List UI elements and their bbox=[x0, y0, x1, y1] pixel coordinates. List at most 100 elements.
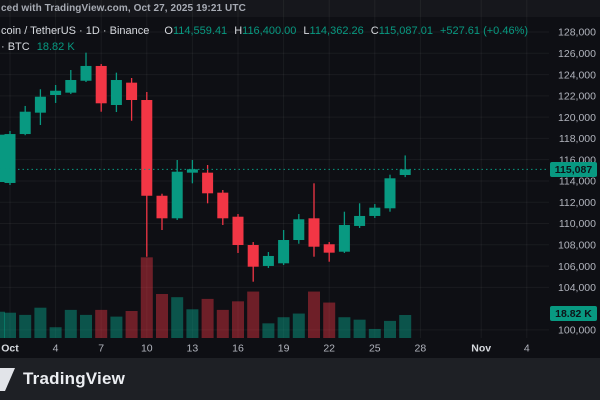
volume-bar-sep-30 bbox=[0, 311, 5, 338]
ohlc-values: O114,559.41 H116,400.00 L114,362.26 C115,08… bbox=[157, 25, 433, 37]
candlestick-chart-area[interactable]: 128,000 126,000 124,000 122,000 120,000 118,0… bbox=[0, 0, 600, 358]
candle-body bbox=[384, 178, 396, 209]
candle-body bbox=[293, 219, 305, 241]
price-tick-label: 124,000 bbox=[558, 69, 596, 81]
ohlc-label: L bbox=[303, 25, 310, 37]
time-axis[interactable]: Oct 4 7 10 13 16 19 22 25 28 Nov 4 bbox=[1, 343, 530, 355]
price-tick-label: 128,000 bbox=[558, 27, 596, 39]
candle-body bbox=[141, 100, 153, 196]
volume-bar-oct-17 bbox=[247, 291, 260, 338]
ohlc-value: 116,400.00 bbox=[242, 25, 297, 37]
volume-bar-oct-8 bbox=[110, 316, 123, 338]
time-tick-label: 25 bbox=[369, 343, 381, 355]
volume-bar-oct-27 bbox=[399, 315, 412, 338]
price-tick-label: 108,000 bbox=[558, 239, 596, 251]
candle-body bbox=[323, 244, 335, 253]
time-tick-label: 19 bbox=[278, 343, 290, 355]
candle-oct-1 bbox=[4, 130, 16, 186]
candle-oct-19 bbox=[278, 230, 290, 266]
candle-oct-16 bbox=[232, 214, 244, 253]
last-price-badge: 115,087 bbox=[550, 162, 597, 177]
candle-oct-27 bbox=[399, 155, 411, 178]
volume-bar-oct-22 bbox=[323, 302, 336, 338]
candle-oct-15 bbox=[217, 190, 229, 226]
volume-badge-text: 18.82 K bbox=[555, 308, 592, 320]
candle-oct-23 bbox=[338, 211, 350, 253]
volume-legend[interactable]: · BTC 18.82 K bbox=[1, 41, 75, 53]
volume-bar-oct-24 bbox=[353, 319, 366, 338]
candle-oct-10 bbox=[141, 92, 153, 257]
volume-bar-oct-13 bbox=[186, 309, 199, 338]
volume-bar-oct-25 bbox=[368, 328, 381, 338]
symbol-legend[interactable]: coin / TetherUS · 1D · Binance O114,559.4… bbox=[1, 25, 528, 37]
volume-bar-oct-14 bbox=[201, 298, 214, 338]
price-tick-label: 100,000 bbox=[558, 325, 596, 337]
brand-name[interactable]: TradingView bbox=[23, 369, 126, 388]
time-tick-label: 28 bbox=[415, 343, 427, 355]
change-value: +527.61 (+0.46%) bbox=[439, 25, 529, 37]
candle-body bbox=[262, 255, 274, 266]
candle-body bbox=[399, 169, 411, 176]
candle-oct-12 bbox=[171, 160, 183, 221]
candle-oct-4 bbox=[50, 85, 62, 103]
price-tick-label: 118,000 bbox=[559, 133, 596, 145]
volume-bar-oct-18 bbox=[262, 323, 275, 338]
tradingview-logo-icon[interactable] bbox=[0, 363, 16, 395]
volume-pane bbox=[0, 257, 412, 338]
volume-value: 18.82 K bbox=[36, 41, 75, 53]
candle-body bbox=[217, 192, 229, 219]
volume-bar-oct-16 bbox=[232, 301, 244, 338]
candle-body bbox=[80, 65, 92, 81]
volume-bar-oct-4 bbox=[49, 327, 62, 338]
candle-body bbox=[95, 65, 107, 104]
volume-symbol-label: · BTC bbox=[1, 41, 30, 53]
volume-bar-oct-20 bbox=[292, 313, 305, 338]
grid bbox=[0, 0, 549, 338]
candle-oct-24 bbox=[354, 203, 366, 228]
candles bbox=[0, 52, 411, 282]
time-tick-label: 4 bbox=[53, 343, 59, 355]
candle-body bbox=[34, 96, 46, 113]
time-tick-label: 7 bbox=[98, 343, 104, 355]
candle-oct-20 bbox=[293, 214, 305, 244]
volume-bar-oct-26 bbox=[384, 320, 396, 338]
price-tick-label: 106,000 bbox=[558, 261, 596, 273]
volume-bar-oct-1 bbox=[4, 312, 16, 338]
volume-bar-oct-21 bbox=[308, 291, 320, 338]
volume-badge: 18.82 K bbox=[550, 306, 597, 321]
time-tick-label: 22 bbox=[323, 343, 335, 355]
price-tick-label: 112,000 bbox=[559, 197, 596, 209]
candle-oct-11 bbox=[156, 193, 168, 231]
ohlc-value: 114,559.41 bbox=[172, 25, 228, 37]
price-tick-label: 110,000 bbox=[559, 218, 596, 230]
footer-bar: TradingView bbox=[0, 358, 600, 400]
volume-bar-oct-9 bbox=[125, 310, 138, 338]
symbol-title[interactable]: coin / TetherUS · 1D · Binance bbox=[1, 25, 150, 37]
last-price-badge-text: 115,087 bbox=[555, 164, 593, 176]
ohlc-label: O bbox=[164, 25, 173, 37]
candle-oct-13 bbox=[186, 160, 198, 184]
candle-body bbox=[338, 225, 350, 252]
candle-oct-18 bbox=[262, 252, 274, 268]
candle-oct-21 bbox=[308, 183, 320, 257]
ohlc-value: 115,087.01 bbox=[378, 25, 433, 37]
candle-body bbox=[126, 82, 138, 101]
candle-body bbox=[232, 216, 244, 246]
time-tick-label: 10 bbox=[141, 343, 153, 355]
candle-oct-25 bbox=[369, 204, 381, 218]
volume-bar-oct-2 bbox=[19, 314, 32, 338]
candle-oct-14 bbox=[202, 165, 214, 204]
volume-bar-oct-6 bbox=[80, 314, 92, 338]
price-tick-label: 122,000 bbox=[558, 91, 596, 103]
price-axis[interactable]: 128,000 126,000 124,000 122,000 120,000 118,0… bbox=[558, 27, 596, 337]
candle-oct-3 bbox=[34, 89, 46, 126]
ohlc-value: 114,362.26 bbox=[309, 25, 364, 37]
candle-oct-6 bbox=[80, 52, 92, 83]
candle-body bbox=[369, 207, 381, 216]
volume-bar-oct-10 bbox=[140, 257, 153, 338]
volume-bar-oct-15 bbox=[216, 309, 229, 338]
time-tick-label: Oct bbox=[1, 343, 19, 355]
ohlc-label: H bbox=[234, 25, 243, 37]
candle-oct-22 bbox=[323, 242, 335, 262]
volume-bar-oct-19 bbox=[277, 317, 290, 338]
